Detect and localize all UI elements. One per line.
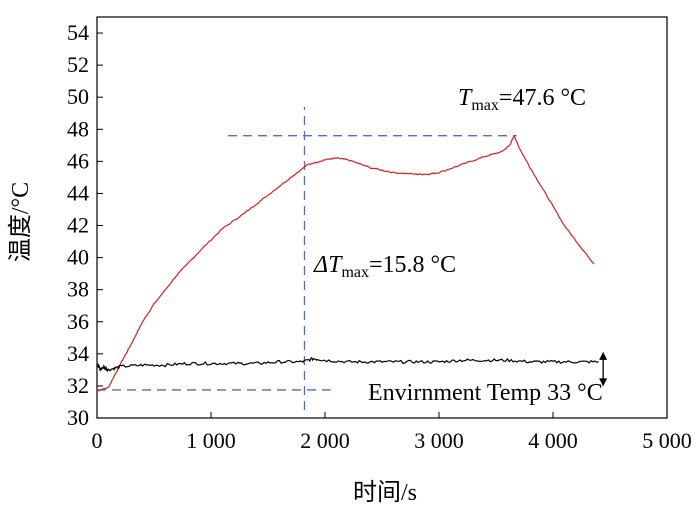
y-tick-label: 32 bbox=[67, 373, 89, 398]
y-tick-label: 52 bbox=[67, 52, 89, 77]
delta-subscript: max bbox=[341, 264, 369, 281]
arrow-head-down bbox=[599, 378, 608, 387]
plot-frame bbox=[96, 16, 668, 419]
y-tick-label: 38 bbox=[67, 277, 89, 302]
device-temperature-line bbox=[96, 135, 595, 392]
y-tick-label: 34 bbox=[67, 341, 89, 366]
x-tick-label: 0 bbox=[92, 428, 103, 453]
y-tick-label: 40 bbox=[67, 245, 89, 270]
tmax-T: T bbox=[458, 85, 473, 111]
x-tick-label: 3 000 bbox=[414, 428, 464, 453]
delta-value: =15.8 °C bbox=[369, 252, 456, 278]
series-group bbox=[96, 135, 599, 392]
x-tick-label: 1 000 bbox=[186, 428, 236, 453]
delta-T: ΔT bbox=[313, 252, 343, 278]
y-tick-label: 36 bbox=[67, 309, 89, 334]
x-tick-label: 2 000 bbox=[300, 428, 350, 453]
y-tick-label: 46 bbox=[67, 148, 89, 173]
env-annotation: Envirnment Temp 33 °C bbox=[368, 380, 603, 406]
x-tick-label: 4 000 bbox=[528, 428, 578, 453]
x-tick-label: 5 000 bbox=[642, 428, 692, 453]
y-axis-title: 温度/°C bbox=[7, 182, 34, 262]
y-tick-label: 42 bbox=[67, 213, 89, 238]
tmax-annotation: Tmax=47.6 °C bbox=[458, 85, 586, 114]
y-tick-label: 30 bbox=[67, 405, 89, 430]
plot-border bbox=[96, 16, 668, 419]
reference-lines bbox=[97, 106, 517, 410]
env-range-arrow bbox=[599, 351, 608, 387]
x-axis-title: 时间/s bbox=[353, 479, 417, 506]
environment-temperature-line bbox=[96, 356, 599, 373]
tmax-subscript: max bbox=[471, 97, 499, 114]
arrow-head-up bbox=[599, 351, 608, 360]
y-tick-label: 54 bbox=[67, 20, 89, 45]
tmax-value: =47.6 °C bbox=[499, 85, 586, 111]
y-tick-label: 50 bbox=[67, 84, 89, 109]
y-tick-label: 44 bbox=[67, 180, 89, 205]
y-axis-ticks: 30 32 34 36 38 40 42 44 46 48 50 52 54 bbox=[67, 20, 103, 430]
delta-annotation: ΔTmax=15.8 °C bbox=[313, 252, 456, 281]
y-tick-label: 48 bbox=[67, 116, 89, 141]
x-axis-ticks: 0 1 000 2 000 3 000 4 000 5 000 bbox=[92, 412, 692, 453]
